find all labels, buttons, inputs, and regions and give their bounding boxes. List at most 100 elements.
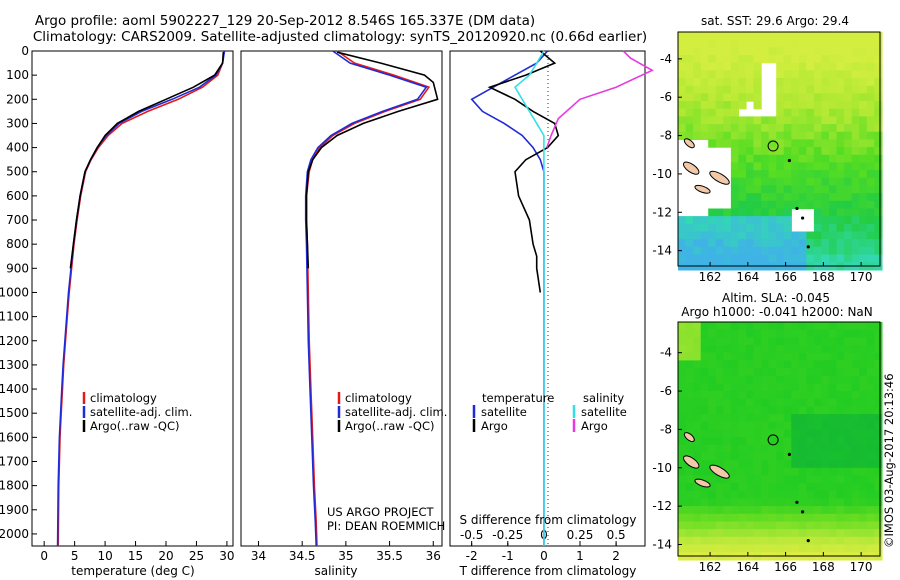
sst_map-cell [783, 154, 792, 164]
sst_map-cell [738, 101, 747, 110]
sst_map-cell [791, 62, 800, 71]
sst_map-cell [685, 254, 694, 263]
sla_map-cell [730, 398, 740, 407]
salinity-xtick-label: 36 [426, 549, 441, 563]
sla_map-cell [844, 521, 853, 530]
sst_map-cell [791, 254, 800, 263]
sla_map-cell [874, 506, 883, 515]
sst_map-cell [783, 85, 792, 94]
sla_map-cell [783, 322, 792, 331]
sst_map-cell [821, 200, 830, 210]
sla_map-cell [746, 483, 755, 492]
depth-tick-label: 1200 [0, 334, 29, 348]
sla_map-cell [821, 368, 830, 377]
sla_map-cell [813, 398, 823, 407]
sst_map-cell [746, 147, 755, 156]
salinity-series-argo-raw-qc- [305, 51, 439, 269]
sla_map-cell [746, 444, 755, 454]
sla_map-cell [685, 467, 694, 477]
sla_map-cell [821, 429, 830, 438]
sst_map-cell [715, 108, 724, 117]
sla_map-cell [776, 429, 785, 438]
sla_map-cell [693, 544, 702, 553]
sla_map-cell [738, 536, 747, 546]
sla_map-cell [829, 398, 838, 407]
sla_map-cell [700, 521, 709, 530]
sst_map-cell [813, 78, 823, 87]
sst_map-cell [738, 62, 747, 71]
sst-float-position-marker [767, 140, 779, 152]
sst_map-cell [829, 246, 838, 256]
sla_map-cell [768, 437, 777, 446]
sla_map-cell [806, 521, 815, 530]
temperature-panel-frame [31, 50, 234, 547]
sst_map-cell [723, 47, 732, 56]
sla-lat-ticks: -4-6-8-10-12-14 [652, 346, 682, 551]
sla_map-cell [798, 337, 807, 346]
difference-legend: temperature salinity satellite Argo sate… [472, 391, 627, 433]
sst_map-cell [866, 200, 875, 210]
sst_map-cell [821, 70, 830, 79]
sst_map-cell [859, 78, 868, 87]
sst_map-cell [829, 108, 838, 117]
sla_map-cell [738, 467, 747, 477]
sla_map-cell [730, 345, 740, 354]
sst_map-cell [730, 55, 740, 64]
sla_map-cell [874, 375, 883, 384]
sst_map-cell [844, 254, 853, 263]
sst_map-cell [829, 216, 838, 225]
sla_map-cell [851, 521, 860, 530]
sla_map-cell [798, 529, 807, 538]
sla_map-cell [723, 444, 732, 454]
depth-tick-label: 1500 [0, 406, 29, 420]
sla_map-cell [768, 521, 777, 530]
sst_map-cell [715, 116, 724, 125]
sst_map-cell [806, 200, 815, 210]
sla_map-cell [730, 498, 740, 507]
sla_map-cell [761, 521, 770, 530]
sst_map-cell [791, 139, 800, 148]
sst_map-cell [776, 39, 785, 48]
sst_map-cell [851, 131, 860, 140]
sla_map-cell [829, 345, 838, 354]
sla_map-cell [738, 352, 747, 361]
sst_map-cell [829, 147, 838, 156]
sla_map-cell [715, 429, 724, 438]
sla_map-cell [708, 483, 717, 492]
sst_map-cell [821, 62, 830, 71]
sst_map-cell [761, 246, 770, 256]
sla_map-cell [761, 375, 770, 384]
sst_map-cell [768, 162, 777, 171]
sst_map-cell [844, 216, 853, 225]
sla_map-cell [783, 521, 792, 530]
sst_map-cell [708, 62, 717, 71]
sla_map-cell [783, 506, 792, 515]
differences-series-salinity-argo [546, 50, 654, 148]
sla_map-cell [700, 437, 709, 446]
sla_map-cell [783, 375, 792, 384]
sst_map-cell [776, 116, 785, 125]
sst_map-lon-tick-label: 170 [850, 270, 873, 284]
sla_map-cell [776, 529, 785, 538]
sla_map-cell [851, 414, 860, 423]
sst_map-cell [678, 239, 687, 248]
sla_map-cell [806, 544, 815, 553]
sla_map-cell [866, 521, 875, 530]
sst_map-cell [859, 85, 868, 94]
sst_map-cell [738, 39, 747, 48]
sla_map-cell [844, 437, 853, 446]
sla-map: Altim. SLA: -0.045 Argo h1000: -0.041 h2… [652, 291, 883, 574]
salinity-series-climatology [305, 50, 431, 547]
sst_map-cell [859, 39, 868, 48]
sst_map-cell [738, 32, 747, 41]
sla_map-cell [844, 467, 853, 477]
sla_map-cell [715, 375, 724, 384]
sst_map-cell [859, 131, 868, 140]
island-shape [709, 170, 730, 185]
sla_map-cell [821, 360, 830, 369]
salinity-xtick-label: 35 [338, 549, 353, 563]
sla_map-cell [783, 398, 792, 407]
sst_map-cell [693, 93, 702, 102]
sla_map-cell [685, 513, 694, 523]
sst_map-cell [791, 124, 800, 133]
